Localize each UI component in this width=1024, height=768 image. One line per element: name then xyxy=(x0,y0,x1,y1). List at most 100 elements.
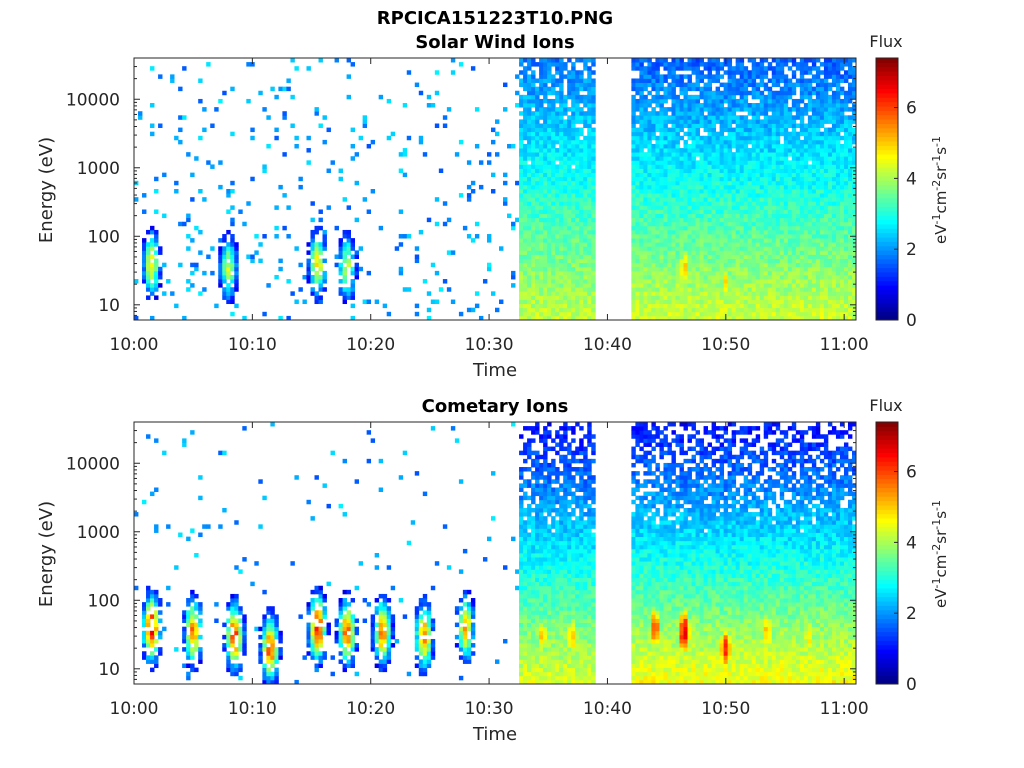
heatmap-cell xyxy=(719,315,725,321)
heatmap-cell xyxy=(635,303,640,309)
heatmap-cell xyxy=(787,262,793,268)
heatmap-cell xyxy=(182,115,187,120)
heatmap-cell xyxy=(531,86,536,92)
heatmap-cell xyxy=(286,279,291,284)
heatmap-cell xyxy=(767,274,773,280)
heatmap-cell xyxy=(583,148,588,153)
heatmap-cell xyxy=(791,189,797,194)
heatmap-cell xyxy=(647,180,652,186)
heatmap-cell xyxy=(527,98,532,104)
heatmap-cell xyxy=(767,238,773,243)
heatmap-cell xyxy=(763,168,769,174)
heatmap-cell xyxy=(679,270,684,276)
heatmap-cell xyxy=(158,123,163,128)
heatmap-cell xyxy=(703,242,708,247)
heatmap-cell xyxy=(226,299,231,305)
heatmap-cell xyxy=(727,311,733,317)
heatmap-cell xyxy=(519,262,524,268)
heatmap-cell xyxy=(711,164,717,169)
heatmap-cell xyxy=(551,258,556,264)
heatmap-cell xyxy=(791,315,797,321)
heatmap-cell xyxy=(342,279,347,284)
heatmap-cell xyxy=(587,168,592,174)
heatmap-cell xyxy=(767,311,773,317)
heatmap-cell xyxy=(763,270,769,276)
heatmap-cell xyxy=(563,189,568,194)
heatmap-cell xyxy=(539,311,544,317)
heatmap-cell xyxy=(563,246,568,251)
heatmap-cell xyxy=(651,274,656,280)
heatmap-cell xyxy=(559,225,564,231)
heatmap-cell xyxy=(547,152,552,157)
heatmap-cell xyxy=(559,291,564,296)
heatmap-cell xyxy=(523,74,528,79)
heatmap-cell xyxy=(727,127,733,133)
heatmap-cell xyxy=(779,127,785,133)
heatmap-cell xyxy=(278,266,283,272)
heatmap-cell xyxy=(699,164,704,169)
heatmap-cell xyxy=(523,283,528,288)
heatmap-cell xyxy=(827,238,833,243)
heatmap-cell xyxy=(651,234,656,239)
heatmap-cell xyxy=(807,78,813,83)
heatmap-cell xyxy=(727,279,733,284)
heatmap-cell xyxy=(310,229,315,235)
heatmap-cell xyxy=(707,315,712,321)
heatmap-cell xyxy=(727,66,733,71)
heatmap-cell xyxy=(567,279,572,284)
heatmap-cell xyxy=(587,164,592,169)
heatmap-cell xyxy=(759,201,765,206)
heatmap-cell xyxy=(827,205,833,210)
heatmap-cell xyxy=(531,123,536,128)
heatmap-cell xyxy=(555,119,560,124)
heatmap-cell xyxy=(759,70,765,75)
heatmap-cell xyxy=(691,274,696,280)
heatmap-cell xyxy=(571,152,576,157)
heatmap-cell xyxy=(535,274,540,280)
heatmap-cell xyxy=(683,160,688,165)
heatmap-cell xyxy=(791,143,797,149)
heatmap-cell xyxy=(823,274,829,280)
heatmap-cell xyxy=(807,246,813,251)
heatmap-cell xyxy=(643,299,648,305)
heatmap-cell xyxy=(811,242,817,247)
heatmap-cell xyxy=(675,168,680,174)
heatmap-cell xyxy=(807,176,813,182)
heatmap-cell xyxy=(687,205,692,210)
heatmap-cell xyxy=(791,217,797,223)
heatmap-cell xyxy=(575,119,580,124)
heatmap-cell xyxy=(571,291,576,296)
heatmap-cell xyxy=(775,234,781,239)
heatmap-cell xyxy=(142,209,147,214)
heatmap-cell xyxy=(310,287,315,292)
heatmap-cell xyxy=(715,274,721,280)
heatmap-cell xyxy=(559,307,564,313)
heatmap-cell xyxy=(811,221,817,227)
heatmap-cell xyxy=(555,303,560,309)
heatmap-cell xyxy=(527,152,532,157)
heatmap-cell xyxy=(551,58,556,63)
heatmap-cell xyxy=(743,143,749,149)
heatmap-cell xyxy=(723,250,729,255)
heatmap-cell xyxy=(751,315,757,321)
heatmap-cell xyxy=(547,270,552,276)
heatmap-cell xyxy=(250,135,255,141)
heatmap-cell xyxy=(639,238,644,243)
heatmap-cell xyxy=(555,131,560,137)
heatmap-cell xyxy=(759,78,765,83)
heatmap-cell xyxy=(659,250,664,255)
heatmap-cell xyxy=(703,62,708,67)
heatmap-cell xyxy=(655,242,660,247)
heatmap-cell xyxy=(723,123,729,128)
heatmap-cell xyxy=(539,209,544,214)
heatmap-cell xyxy=(715,213,721,219)
heatmap-cell xyxy=(779,287,785,292)
heatmap-cell xyxy=(763,274,769,280)
heatmap-cell xyxy=(310,262,315,268)
heatmap-cell xyxy=(174,180,179,186)
heatmap-cell xyxy=(639,119,644,124)
heatmap-cell xyxy=(687,148,692,153)
heatmap-cell xyxy=(703,279,708,284)
heatmap-cell xyxy=(795,250,801,255)
heatmap-cell xyxy=(559,148,564,153)
